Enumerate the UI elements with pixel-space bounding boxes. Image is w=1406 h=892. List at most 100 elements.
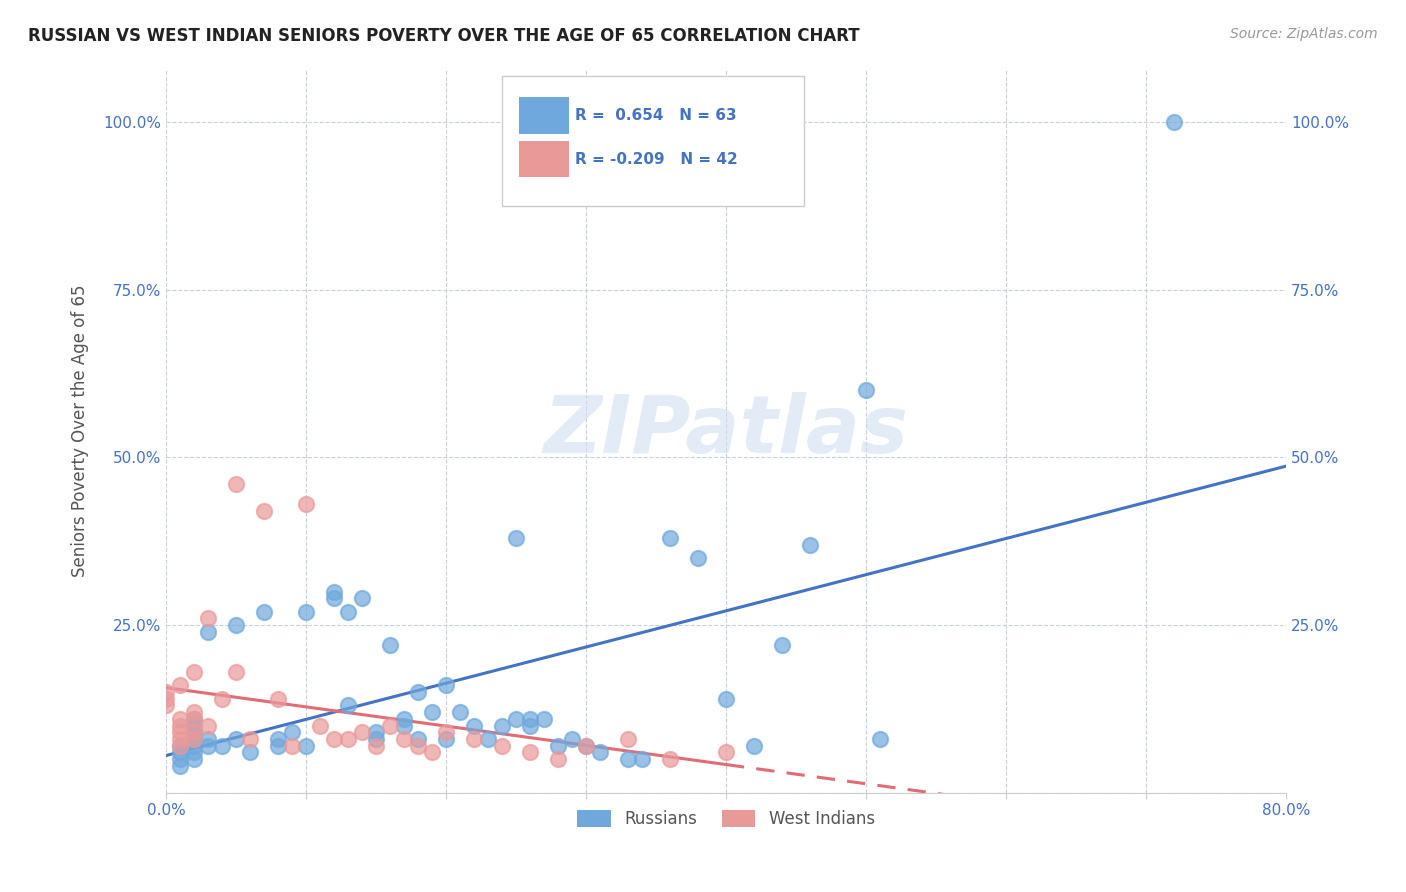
Text: Source: ZipAtlas.com: Source: ZipAtlas.com — [1230, 27, 1378, 41]
Point — [183, 712, 205, 726]
Point — [309, 718, 332, 732]
Point — [519, 712, 541, 726]
Point — [239, 746, 262, 760]
Point — [589, 746, 612, 760]
Point — [770, 638, 793, 652]
Point — [155, 691, 177, 706]
Point — [225, 618, 247, 632]
Point — [617, 752, 640, 766]
Text: R =  0.654   N = 63: R = 0.654 N = 63 — [575, 108, 737, 123]
Point — [434, 725, 457, 739]
Point — [211, 739, 233, 753]
Point — [420, 705, 443, 719]
Point — [392, 718, 415, 732]
Point — [323, 591, 346, 606]
Point — [169, 746, 191, 760]
Point — [253, 504, 276, 518]
Point — [169, 725, 191, 739]
Legend: Russians, West Indians: Russians, West Indians — [571, 804, 882, 835]
Point — [155, 685, 177, 699]
Text: RUSSIAN VS WEST INDIAN SENIORS POVERTY OVER THE AGE OF 65 CORRELATION CHART: RUSSIAN VS WEST INDIAN SENIORS POVERTY O… — [28, 27, 859, 45]
Point — [617, 731, 640, 746]
Y-axis label: Seniors Poverty Over the Age of 65: Seniors Poverty Over the Age of 65 — [72, 285, 89, 577]
Point — [267, 731, 290, 746]
Point — [336, 698, 359, 713]
Point — [295, 739, 318, 753]
Point — [183, 746, 205, 760]
Point — [378, 638, 401, 652]
Point — [420, 746, 443, 760]
Point — [295, 497, 318, 511]
Point — [364, 739, 387, 753]
Point — [1163, 115, 1185, 129]
Point — [225, 665, 247, 679]
Point — [281, 739, 304, 753]
Point — [392, 731, 415, 746]
Point — [169, 712, 191, 726]
Point — [575, 739, 598, 753]
Point — [463, 731, 485, 746]
Text: ZIPatlas: ZIPatlas — [544, 392, 908, 469]
Point — [225, 731, 247, 746]
Point — [169, 739, 191, 753]
Point — [225, 477, 247, 491]
Point — [336, 605, 359, 619]
Point — [686, 551, 709, 566]
Point — [211, 691, 233, 706]
Point — [197, 731, 219, 746]
Point — [183, 739, 205, 753]
Point — [350, 591, 373, 606]
Text: R = -0.209   N = 42: R = -0.209 N = 42 — [575, 152, 738, 167]
Point — [869, 731, 891, 746]
Point — [336, 731, 359, 746]
Point — [183, 705, 205, 719]
Point — [463, 718, 485, 732]
Point — [477, 731, 499, 746]
Point — [575, 739, 598, 753]
Point — [799, 538, 821, 552]
Point — [169, 759, 191, 773]
Point — [855, 384, 877, 398]
Point — [267, 739, 290, 753]
Point — [169, 678, 191, 692]
Point — [631, 752, 654, 766]
Point — [169, 718, 191, 732]
Point — [350, 725, 373, 739]
Point — [406, 685, 429, 699]
Point — [197, 611, 219, 625]
Point — [364, 731, 387, 746]
Point — [449, 705, 471, 719]
Point — [183, 731, 205, 746]
Point — [197, 739, 219, 753]
Point — [714, 691, 737, 706]
Point — [253, 605, 276, 619]
Point — [183, 665, 205, 679]
Point — [378, 718, 401, 732]
FancyBboxPatch shape — [519, 97, 569, 134]
Point — [714, 746, 737, 760]
Point — [323, 584, 346, 599]
Point — [434, 731, 457, 746]
FancyBboxPatch shape — [502, 76, 804, 206]
Point — [183, 731, 205, 746]
Point — [519, 718, 541, 732]
Point — [406, 731, 429, 746]
Point — [197, 718, 219, 732]
Point — [533, 712, 555, 726]
Point — [183, 752, 205, 766]
Point — [547, 752, 569, 766]
Point — [197, 624, 219, 639]
Point — [434, 678, 457, 692]
Point — [406, 739, 429, 753]
Point — [491, 718, 513, 732]
Point — [323, 731, 346, 746]
Point — [267, 691, 290, 706]
Point — [169, 739, 191, 753]
FancyBboxPatch shape — [519, 141, 569, 178]
Point — [392, 712, 415, 726]
Point — [183, 718, 205, 732]
Point — [239, 731, 262, 746]
Point — [183, 725, 205, 739]
Point — [659, 752, 682, 766]
Point — [281, 725, 304, 739]
